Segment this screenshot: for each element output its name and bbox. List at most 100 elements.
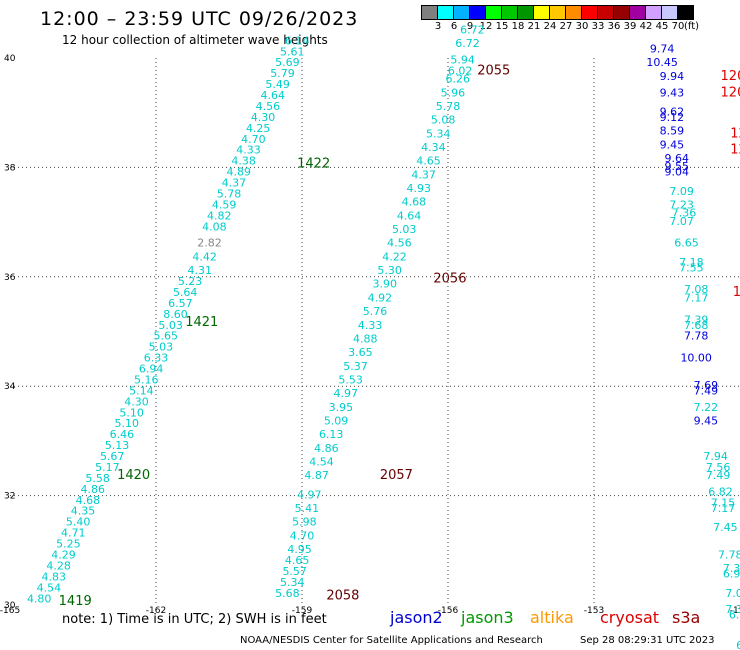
y-tick-label: 32 bbox=[4, 492, 15, 502]
swh-point: 4.42 bbox=[192, 250, 217, 263]
swh-point: 5.78 bbox=[217, 187, 242, 200]
swh-point: 7.09 bbox=[669, 185, 694, 198]
colorbar-label: 18 bbox=[511, 21, 525, 32]
swh-point: 4.35 bbox=[71, 505, 96, 518]
swh-point: 6.02 bbox=[448, 64, 473, 77]
axis-labels: 40 38 36 34 32 30-165 -162 -159 -156 -153 -150 bbox=[0, 54, 740, 616]
swh-point: 5.08 bbox=[431, 114, 456, 127]
swh-point: 7.94 bbox=[703, 450, 728, 463]
swh-point: 4.97 bbox=[297, 488, 322, 501]
pass-id-label: 1206 bbox=[721, 85, 740, 100]
pass-id-label: 2057 bbox=[380, 468, 413, 483]
colorbar-label: 33 bbox=[591, 21, 605, 32]
swh-point: 6.5 bbox=[729, 609, 740, 622]
swh-point: 6.95 bbox=[723, 568, 740, 581]
credit-line: NOAA/NESDIS Center for Satellite Applica… bbox=[240, 635, 543, 646]
swh-point: 7.55 bbox=[679, 261, 704, 274]
swh-point: 5.13 bbox=[105, 439, 130, 452]
swh-point: 7.45 bbox=[713, 521, 738, 534]
swh-point: 5.96 bbox=[441, 86, 466, 99]
swh-point: 4.71 bbox=[61, 527, 86, 540]
x-tick-label: -162 bbox=[146, 606, 166, 616]
colorbar-unit: (ft) bbox=[684, 21, 700, 32]
swh-point: 4.59 bbox=[212, 198, 237, 211]
satellite-legend-item: s3a bbox=[672, 608, 701, 627]
swh-point: 5.09 bbox=[324, 414, 349, 427]
y-tick-label: 40 bbox=[4, 54, 16, 64]
swh-point: 5.37 bbox=[343, 360, 368, 373]
swh-point: 5.68 bbox=[275, 587, 300, 600]
swh-point: 4.22 bbox=[382, 250, 407, 263]
colorbar-label: 45 bbox=[655, 21, 669, 32]
colorbar-swatch bbox=[677, 5, 694, 20]
swh-point: 9.12 bbox=[660, 111, 685, 124]
swh-point: 4.30 bbox=[251, 111, 276, 124]
swh-point: 9.94 bbox=[660, 70, 685, 83]
swh-point: 4.56 bbox=[256, 100, 281, 113]
colorbar-label: 15 bbox=[495, 21, 509, 32]
chart-subtitle: 12 hour collection of altimeter wave hei… bbox=[62, 33, 328, 47]
x-tick-label: -150 bbox=[730, 606, 740, 616]
colorbar-label: 36 bbox=[607, 21, 621, 32]
swh-point: 4.65 bbox=[285, 554, 310, 567]
swh-point: 4.82 bbox=[207, 209, 232, 222]
swh-point: 5.40 bbox=[66, 516, 91, 529]
swh-point: 4.64 bbox=[261, 89, 286, 102]
swh-point: 4.33 bbox=[358, 319, 383, 332]
swh-point: 6.26 bbox=[445, 73, 470, 86]
grid bbox=[10, 58, 740, 605]
swh-point: 4.29 bbox=[51, 549, 76, 562]
pass-id-label: 2055 bbox=[477, 63, 510, 78]
swh-point: 5.76 bbox=[363, 305, 388, 318]
pass-id-label: 1422 bbox=[297, 156, 330, 171]
colorbar-label: 12 bbox=[479, 21, 493, 32]
swh-point: 5.03 bbox=[149, 341, 174, 354]
swh-point: 4.25 bbox=[246, 122, 271, 135]
swh-point: 4.56 bbox=[387, 237, 412, 250]
swh-point: 7.68 bbox=[684, 319, 709, 332]
swh-point: 6.94 bbox=[139, 363, 164, 376]
swh-point: 5.53 bbox=[338, 373, 363, 386]
satellite-legend-item: altika bbox=[530, 608, 574, 627]
swh-point: 7.08 bbox=[684, 283, 709, 296]
colorbar-label: 3 bbox=[434, 21, 442, 32]
swh-point: 7.69 bbox=[694, 379, 719, 392]
footnote: note: 1) Time is in UTC; 2) SWH is in fe… bbox=[62, 612, 327, 627]
swh-point: 7.15 bbox=[711, 497, 736, 510]
swh-point: 4.95 bbox=[287, 543, 312, 556]
x-tick-label: -159 bbox=[292, 606, 313, 616]
pass-id-label: 1421 bbox=[185, 315, 218, 330]
swh-point: 7.78 bbox=[684, 330, 709, 343]
swh-point: 5.67 bbox=[100, 450, 125, 463]
swh-point: 6.33 bbox=[144, 352, 169, 365]
swh-point: 8.60 bbox=[163, 308, 188, 321]
swh-point: 7.07 bbox=[725, 587, 740, 600]
generated-time: Sep 28 08:29:31 UTC 2023 bbox=[580, 635, 715, 646]
swh-point: 2.82 bbox=[197, 237, 222, 250]
swh-point: 6.72 bbox=[460, 23, 485, 36]
swh-point: 7.33 bbox=[725, 603, 740, 616]
swh-point: 5.16 bbox=[134, 373, 159, 386]
swh-point: 5.49 bbox=[265, 78, 290, 91]
swh-point: 7.17 bbox=[711, 502, 736, 515]
swh-point: 5.65 bbox=[153, 330, 178, 343]
swh-point: 9.62 bbox=[660, 105, 685, 118]
swh-point: 4.65 bbox=[416, 155, 441, 168]
swh-point: 10.00 bbox=[680, 352, 712, 365]
swh-point: 4.92 bbox=[368, 291, 393, 304]
swh-point: 9.45 bbox=[660, 138, 685, 151]
swh-point: 5.10 bbox=[115, 417, 140, 430]
y-tick-label: 30 bbox=[4, 601, 16, 611]
swh-point: 4.54 bbox=[309, 456, 334, 469]
swh-point: 6.65 bbox=[674, 237, 699, 250]
swh-point: 7.18 bbox=[679, 256, 704, 269]
y-tick-label: 34 bbox=[4, 382, 16, 392]
pass-id-label: 12 bbox=[733, 285, 740, 300]
swh-point: 6.13 bbox=[319, 428, 344, 441]
swh-point: 4.70 bbox=[290, 529, 315, 542]
swh-point: 9.45 bbox=[694, 414, 719, 427]
swh-point: 5.03 bbox=[392, 223, 417, 236]
swh-point: 4.87 bbox=[304, 469, 329, 482]
swh-point: 4.89 bbox=[226, 166, 251, 179]
satellite-legend-item: jason2 bbox=[390, 608, 443, 627]
